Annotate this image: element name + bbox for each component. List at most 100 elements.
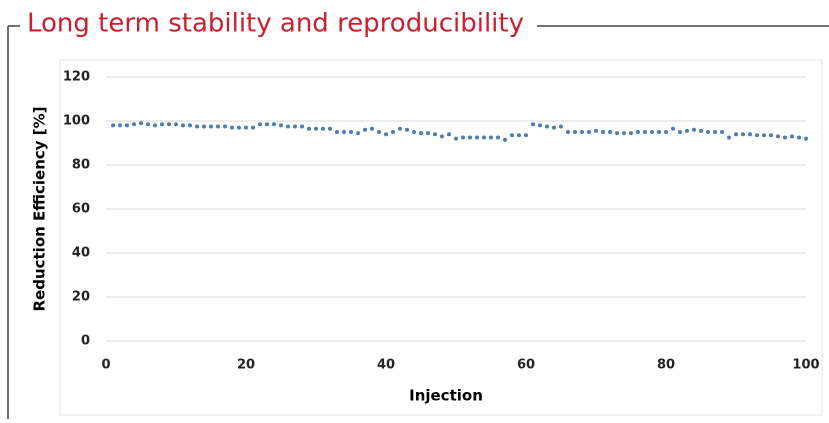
data-point: [223, 124, 227, 129]
data-point: [552, 125, 556, 130]
data-point: [615, 131, 619, 136]
data-point: [755, 133, 759, 138]
data-point: [258, 122, 262, 127]
data-point: [482, 135, 486, 140]
data-point: [370, 126, 374, 131]
data-point: [783, 135, 787, 140]
data-point: [188, 123, 192, 128]
data-point: [629, 131, 633, 136]
data-point: [300, 124, 304, 129]
data-point: [426, 131, 430, 136]
data-point: [692, 127, 696, 132]
data-point: [328, 126, 332, 131]
x-tick-label: 20: [237, 358, 255, 373]
data-point: [664, 130, 668, 134]
data-point: [454, 136, 458, 141]
data-point: [601, 130, 605, 134]
data-point: [790, 134, 794, 139]
data-point: [321, 126, 325, 131]
data-point: [405, 127, 409, 132]
data-point: [699, 128, 703, 133]
data-point: [153, 123, 157, 128]
data-point: [160, 122, 164, 127]
data-point: [286, 124, 290, 129]
y-tick-label: 60: [72, 202, 90, 217]
data-point: [181, 123, 185, 128]
data-point: [440, 134, 444, 139]
x-tick-label: 40: [377, 358, 395, 373]
data-point: [251, 125, 255, 130]
data-point: [230, 125, 234, 130]
y-axis-label: Reduction Efficiency [%]: [31, 106, 49, 311]
data-point: [272, 122, 276, 127]
x-tick-label: 80: [657, 358, 675, 373]
data-point: [643, 130, 647, 134]
y-tick-label: 40: [72, 246, 90, 261]
data-point: [433, 132, 437, 137]
data-point: [195, 124, 199, 129]
data-point: [293, 124, 297, 129]
data-point: [573, 130, 577, 134]
data-point: [125, 123, 129, 128]
data-point: [545, 124, 549, 129]
data-point: [678, 130, 682, 134]
data-point: [720, 130, 724, 134]
data-point: [349, 130, 353, 134]
data-point: [517, 133, 521, 138]
data-point: [496, 135, 500, 140]
data-point: [671, 126, 675, 131]
data-point: [146, 122, 150, 127]
data-point: [636, 130, 640, 134]
data-point: [391, 130, 395, 134]
data-point: [769, 133, 773, 138]
section-title: Long term stability and reproducibility: [27, 9, 524, 39]
data-point: [776, 134, 780, 139]
data-point: [384, 132, 388, 137]
data-point: [748, 132, 752, 137]
y-tick-label: 20: [72, 290, 90, 305]
data-point: [139, 121, 143, 126]
data-point: [209, 124, 213, 129]
data-point: [132, 122, 136, 127]
data-point: [706, 130, 710, 134]
y-tick-label: 100: [63, 114, 90, 129]
data-point: [489, 135, 493, 140]
data-point: [804, 136, 808, 141]
data-point: [216, 124, 220, 129]
y-tick-label: 0: [81, 334, 90, 349]
data-point: [580, 130, 584, 134]
data-point: [524, 133, 528, 138]
data-point: [762, 133, 766, 138]
data-point: [734, 132, 738, 137]
data-point: [587, 130, 591, 134]
data-point: [412, 130, 416, 134]
data-point: [608, 130, 612, 134]
data-point: [342, 130, 346, 134]
data-point: [685, 128, 689, 133]
data-point: [741, 132, 745, 137]
data-point: [118, 123, 122, 128]
data-point: [419, 131, 423, 136]
x-tick-label: 0: [101, 358, 110, 373]
data-point: [657, 130, 661, 134]
data-point: [202, 124, 206, 129]
data-point: [531, 122, 535, 127]
data-point: [447, 132, 451, 137]
data-point: [510, 133, 514, 138]
data-point: [797, 135, 801, 140]
data-point: [363, 127, 367, 132]
data-point: [111, 123, 115, 128]
data-point: [622, 131, 626, 136]
data-point: [314, 126, 318, 131]
data-point: [461, 135, 465, 140]
data-point: [335, 130, 339, 134]
data-point: [559, 124, 563, 129]
data-point: [650, 130, 654, 134]
data-point: [468, 135, 472, 140]
x-tick-label: 100: [792, 358, 819, 373]
data-point: [713, 130, 717, 134]
y-tick-label: 80: [72, 158, 90, 173]
data-point: [174, 122, 178, 127]
x-tick-label: 60: [517, 358, 535, 373]
